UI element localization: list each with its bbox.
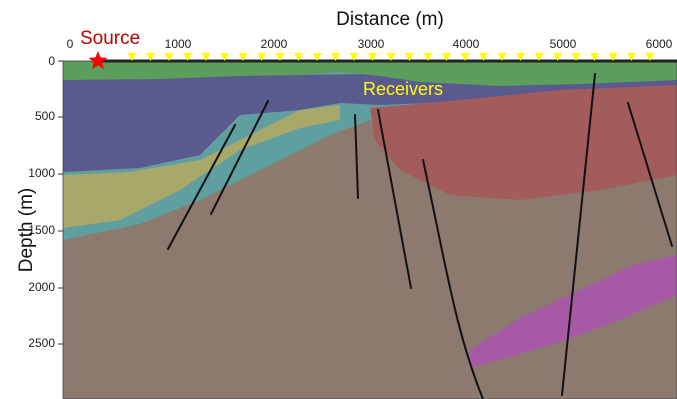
x-tick-labels: 0 1000 2000 3000 4000 5000 6000: [67, 37, 673, 51]
receiver-marker-icon: [164, 53, 174, 61]
receiver-marker-icon: [553, 53, 562, 61]
receiver-marker-icon: [405, 53, 414, 61]
y-tick-label: 2000: [28, 280, 55, 294]
lower-brown-layer: [470, 300, 677, 392]
receiver-marker-icon: [146, 53, 155, 61]
receiver-marker-icon: [220, 53, 229, 61]
receiver-marker-icon: [127, 53, 137, 61]
x-tick-label: 5000: [550, 37, 577, 51]
receiver-marker-icon: [479, 53, 488, 61]
y-tick-labels: 0 500 1000 1500 2000 2500: [28, 54, 55, 350]
receiver-marker-icon: [238, 53, 248, 61]
receiver-markers: [127, 53, 655, 61]
receiver-marker-icon: [627, 53, 636, 61]
receivers-label: Receivers: [363, 79, 443, 99]
fault-lines: [167, 73, 673, 399]
receiver-marker-icon: [423, 53, 433, 61]
x-tick-label: 0: [67, 37, 74, 51]
receiver-marker-icon: [257, 53, 266, 61]
receiver-marker-icon: [571, 53, 581, 61]
fault-2: [210, 100, 269, 215]
receiver-marker-icon: [331, 53, 340, 61]
receiver-marker-icon: [608, 53, 618, 61]
x-axis-title: Distance (m): [336, 9, 444, 30]
fault-6: [561, 73, 596, 396]
y-tick-label: 0: [48, 54, 55, 68]
x-tick-label: 3000: [358, 37, 385, 51]
fault-3: [354, 114, 359, 199]
source-star-icon: [88, 51, 108, 70]
receiver-marker-icon: [590, 53, 599, 61]
fault-7: [627, 102, 673, 247]
fault-5: [422, 159, 484, 399]
model-panel: [63, 61, 677, 399]
receiver-marker-icon: [442, 53, 451, 61]
magenta-layer: [470, 255, 677, 368]
y-tick-label: 1500: [28, 223, 55, 237]
y-tick-label: 500: [35, 109, 55, 123]
olive-layer: [63, 105, 340, 228]
receiver-marker-icon: [516, 53, 525, 61]
red-layer: [370, 85, 677, 200]
x-tick-label: 2000: [261, 37, 288, 51]
near-surface-layer: [63, 61, 677, 86]
fault-1: [167, 124, 236, 250]
receiver-marker-icon: [460, 53, 470, 61]
receiver-marker-icon: [386, 53, 396, 61]
y-tick-marks: [58, 60, 63, 345]
receiver-marker-icon: [497, 53, 507, 61]
y-tick-label: 2500: [28, 336, 55, 350]
receiver-marker-icon: [312, 53, 322, 61]
x-tick-label: 6000: [646, 37, 673, 51]
x-tick-label: 1000: [165, 37, 192, 51]
receiver-marker-icon: [534, 53, 544, 61]
receiver-marker-icon: [349, 53, 359, 61]
receiver-marker-icon: [201, 53, 211, 61]
receiver-marker-icon: [294, 53, 303, 61]
receiver-marker-icon: [645, 53, 655, 61]
source-label: Source: [80, 28, 140, 49]
receiver-marker-icon: [275, 53, 285, 61]
fault-4: [377, 109, 412, 289]
y-axis-title: Depth (m): [16, 188, 37, 272]
receiver-marker-icon: [183, 53, 192, 61]
y-tick-label: 1000: [28, 166, 55, 180]
receiver-marker-icon: [368, 53, 377, 61]
x-tick-label: 4000: [453, 37, 480, 51]
